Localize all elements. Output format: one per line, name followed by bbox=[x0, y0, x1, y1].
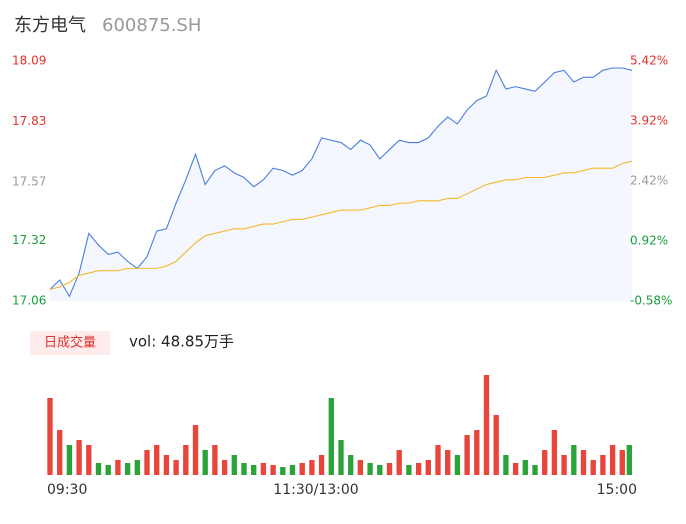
volume-bar bbox=[474, 430, 480, 475]
volume-bar bbox=[124, 463, 131, 475]
x-tick-label: 09:30 bbox=[47, 482, 87, 498]
volume-bar bbox=[464, 435, 470, 475]
volume-bar bbox=[231, 455, 237, 475]
y-tick-label: 17.83 bbox=[12, 114, 46, 128]
volume-bar bbox=[105, 465, 111, 475]
volume-bar bbox=[600, 455, 606, 475]
volume-bar bbox=[66, 445, 73, 475]
volume-bar bbox=[551, 430, 558, 475]
y-tick-label: 17.57 bbox=[12, 175, 46, 189]
volume-bar bbox=[270, 465, 276, 475]
volume-bar bbox=[348, 455, 354, 475]
volume-bar bbox=[144, 450, 150, 475]
volume-bar bbox=[212, 445, 218, 475]
volume-bar bbox=[406, 465, 412, 475]
volume-bar bbox=[367, 463, 373, 475]
volume-bar bbox=[512, 463, 519, 475]
y-tick-label: 17.32 bbox=[12, 233, 46, 247]
volume-bar bbox=[241, 463, 247, 475]
price-area bbox=[50, 67, 632, 301]
volume-bar bbox=[532, 465, 538, 475]
volume-bar bbox=[280, 467, 286, 475]
volume-bar bbox=[47, 398, 53, 475]
volume-bar bbox=[95, 463, 102, 475]
volume-bar bbox=[338, 440, 344, 475]
volume-bar bbox=[542, 450, 548, 475]
volume-bar bbox=[619, 450, 625, 475]
volume-bar bbox=[580, 450, 587, 475]
volume-bar bbox=[609, 445, 616, 475]
volume-bar bbox=[299, 463, 305, 475]
y2-tick-label: 2.42% bbox=[630, 174, 668, 188]
volume-bar bbox=[493, 415, 499, 475]
volume-bar bbox=[357, 460, 364, 475]
volume-bar bbox=[571, 445, 577, 475]
volume-bar bbox=[454, 455, 461, 475]
volume-bar bbox=[377, 465, 383, 475]
x-tick-label: 15:00 bbox=[597, 482, 637, 498]
chart-title: 东方电气 bbox=[14, 15, 86, 36]
y-tick-label: 18.09 bbox=[12, 54, 46, 68]
volume-bar bbox=[76, 440, 82, 475]
volume-bar bbox=[445, 450, 451, 475]
volume-label: vol: 48.85万手 bbox=[129, 333, 234, 351]
volume-bar bbox=[134, 460, 140, 475]
chart-subtitle: 600875.SH bbox=[102, 15, 201, 36]
volume-bar bbox=[57, 430, 63, 475]
volume-bar bbox=[590, 460, 596, 475]
volume-bar bbox=[328, 398, 334, 475]
volume-bar bbox=[154, 445, 160, 475]
volume-bar bbox=[115, 460, 121, 475]
volume-bar bbox=[386, 463, 393, 475]
y-tick-label: 17.06 bbox=[12, 294, 46, 308]
volume-bar bbox=[202, 450, 208, 475]
volume-bar bbox=[396, 450, 402, 475]
volume-bar bbox=[435, 445, 441, 475]
y2-tick-label: 0.92% bbox=[630, 234, 668, 248]
volume-bar bbox=[561, 455, 567, 475]
y2-tick-label: -0.58% bbox=[630, 294, 672, 308]
y2-tick-label: 3.92% bbox=[630, 114, 668, 128]
volume-bar bbox=[309, 460, 315, 475]
volume-bar bbox=[522, 460, 528, 475]
legend-bg bbox=[30, 331, 110, 355]
volume-bar bbox=[86, 445, 92, 475]
volume-bar bbox=[251, 465, 257, 475]
y2-tick-label: 5.42% bbox=[630, 54, 668, 68]
volume-bar bbox=[626, 445, 632, 475]
line-average bbox=[49, 160, 633, 290]
volume-legend: 日成交量 bbox=[44, 335, 96, 351]
volume-bar bbox=[163, 455, 170, 475]
line-price bbox=[49, 67, 633, 298]
volume-bar bbox=[173, 460, 179, 475]
volume-bar bbox=[260, 463, 267, 475]
volume-bar bbox=[221, 460, 228, 475]
volume-bar bbox=[183, 445, 189, 475]
volume-bar bbox=[289, 465, 296, 475]
volume-bar bbox=[425, 460, 431, 475]
volume-bar bbox=[415, 463, 422, 475]
volume-bar bbox=[318, 455, 325, 475]
volume-bar bbox=[503, 455, 509, 475]
x-tick-label: 11:30/13:00 bbox=[273, 482, 358, 498]
volume-bar bbox=[483, 375, 490, 475]
volume-bar bbox=[192, 425, 199, 475]
